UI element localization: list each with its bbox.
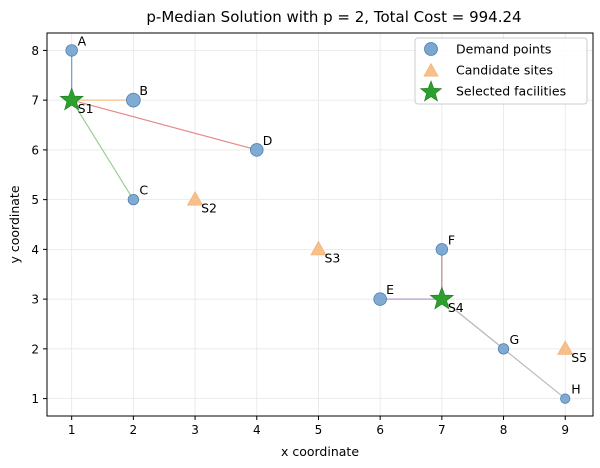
candidate-site-label: S2 bbox=[201, 201, 217, 216]
legend: Demand points Candidate sites Selected fac… bbox=[414, 37, 588, 105]
legend-entry-label: Demand points bbox=[456, 42, 551, 57]
chart-title: p-Median Solution with p = 2, Total Cost… bbox=[146, 8, 521, 26]
demand-point-label: A bbox=[78, 33, 87, 48]
candidate-site-marker bbox=[310, 240, 327, 256]
demand-point-marker bbox=[250, 143, 264, 157]
x-tick-label: 3 bbox=[191, 423, 199, 437]
candidate-site-marker bbox=[186, 191, 204, 206]
demand-point-marker bbox=[65, 44, 78, 57]
x-tick-label: 2 bbox=[130, 423, 138, 437]
x-tick-label: 5 bbox=[315, 423, 323, 437]
demand-point-label: H bbox=[571, 382, 580, 397]
y-tick-label: 6 bbox=[31, 143, 39, 157]
y-tick-label: 7 bbox=[31, 94, 39, 108]
y-tick-label: 3 bbox=[31, 293, 39, 307]
y-tick-label: 5 bbox=[31, 193, 39, 207]
demand-points bbox=[65, 44, 571, 404]
x-tick-label: 4 bbox=[253, 423, 261, 437]
demand-point-marker bbox=[560, 393, 571, 404]
assignment-line bbox=[71, 99, 134, 200]
x-tick-label: 9 bbox=[561, 423, 569, 437]
demand-point-label: C bbox=[139, 183, 148, 198]
demand-point-label: G bbox=[510, 332, 520, 347]
demand-point-marker bbox=[126, 92, 141, 108]
x-tick-label: 8 bbox=[500, 423, 508, 437]
selected-facility-marker bbox=[429, 286, 455, 310]
candidate-site-label: S3 bbox=[324, 250, 340, 265]
legend-entry-label: Selected facilities bbox=[456, 84, 566, 99]
legend-facility-marker bbox=[419, 80, 443, 102]
demand-point-label: E bbox=[386, 282, 394, 297]
x-tick-label: 6 bbox=[376, 423, 384, 437]
plot-frame bbox=[46, 32, 594, 417]
legend-box bbox=[414, 37, 588, 105]
candidate-site-label: S4 bbox=[448, 300, 464, 315]
demand-point-marker bbox=[373, 292, 387, 306]
point-labels: S1 S2 S3 S4 S5 A B C D E F G H bbox=[78, 33, 587, 396]
y-tick-label: 8 bbox=[31, 44, 39, 58]
axis-ticks: 1 2 3 4 5 6 7 8 9 1 2 3 4 5 6 7 8 bbox=[31, 44, 569, 437]
y-tick-label: 1 bbox=[31, 392, 39, 406]
legend-demand-marker bbox=[424, 42, 438, 56]
demand-point-marker bbox=[435, 243, 449, 256]
candidate-sites bbox=[186, 191, 574, 355]
demand-point-label: F bbox=[448, 232, 455, 247]
x-axis-label: x coordinate bbox=[281, 444, 359, 459]
legend-entry-label: Candidate sites bbox=[456, 63, 553, 78]
y-tick-label: 4 bbox=[31, 243, 39, 257]
demand-point-marker bbox=[127, 193, 140, 206]
demand-point-label: B bbox=[139, 83, 148, 98]
y-tick-label: 2 bbox=[31, 342, 39, 356]
selected-facility-marker bbox=[59, 87, 84, 111]
candidate-site-label: S1 bbox=[78, 101, 94, 116]
demand-point-marker bbox=[497, 343, 510, 355]
candidate-site-marker bbox=[557, 340, 574, 355]
legend-candidate-marker bbox=[423, 62, 439, 77]
assignment-line bbox=[71, 99, 257, 151]
selected-facilities bbox=[59, 87, 455, 310]
y-axis-label: y coordinate bbox=[7, 185, 22, 263]
demand-point-label: D bbox=[263, 133, 273, 148]
x-tick-label: 7 bbox=[438, 423, 446, 437]
candidate-site-label: S5 bbox=[571, 350, 587, 365]
x-tick-label: 1 bbox=[68, 423, 76, 437]
